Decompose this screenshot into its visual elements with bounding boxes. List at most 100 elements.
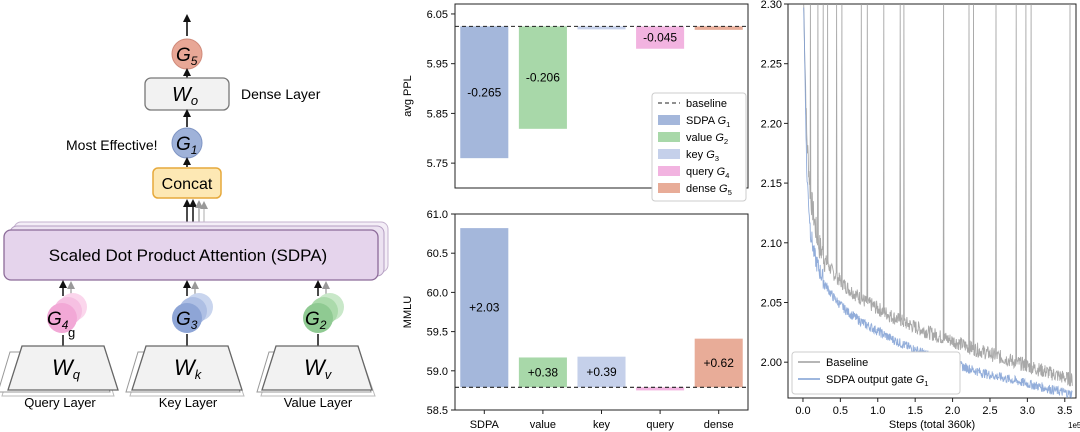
bar <box>636 387 685 391</box>
y-tick-label: 2.25 <box>761 59 782 71</box>
query-branch: G4 g Wq Query Layer <box>0 280 119 410</box>
x-scale-note: 1e5 <box>1068 421 1080 430</box>
y-tick-label: 60.0 <box>427 287 448 299</box>
x-tick-label: 2.0 <box>945 405 960 417</box>
bar <box>518 26 567 129</box>
legend-label: key G3 <box>686 149 719 163</box>
key-layer-label: Key Layer <box>159 395 218 410</box>
legend-swatch <box>658 132 680 142</box>
y-tick-label: 2.00 <box>761 357 782 369</box>
most-effective-label: Most Effective! <box>66 137 158 153</box>
y-tick-label: 61.0 <box>427 209 448 221</box>
x-tick-label: query <box>646 419 674 431</box>
key-branch: G3 Wk Key Layer <box>125 280 245 410</box>
sdpa-box <box>3 229 379 281</box>
wk-trapezoid <box>131 345 243 391</box>
bar <box>694 338 743 388</box>
legend-label: baseline <box>686 98 727 110</box>
wq-trapezoid <box>7 345 119 391</box>
x-tick-label: dense <box>704 419 734 431</box>
y-tick-label: 59.5 <box>427 327 448 339</box>
y-tick-label: 2.05 <box>761 297 782 309</box>
x-tick-label: 2.5 <box>982 405 997 417</box>
x-tick-label: value <box>530 419 556 431</box>
bar <box>518 357 567 388</box>
legend-label: Baseline <box>826 357 868 369</box>
bar-data-label: -0.265 <box>467 85 501 99</box>
gate-g4-label: G4 <box>47 309 69 332</box>
y-tick-label: 60.5 <box>427 248 448 260</box>
gate-g2-label: G2 <box>305 309 327 332</box>
y-tick-label: 2.20 <box>761 118 782 130</box>
bar <box>577 356 626 388</box>
bar-data-label: -0.045 <box>643 31 677 45</box>
y-axis-label: MMLU <box>402 296 414 328</box>
y-tick-label: 2.15 <box>761 178 782 190</box>
query-layer-label: Query Layer <box>24 395 96 410</box>
bar <box>460 26 509 159</box>
gate-g5-label: G5 <box>176 45 198 68</box>
bar-data-label: -0.206 <box>526 71 560 85</box>
x-tick-label: 0.5 <box>833 405 848 417</box>
legend-box <box>791 351 961 395</box>
value-layer-label: Value Layer <box>284 395 353 410</box>
y-tick-label: 58.5 <box>427 405 448 417</box>
x-tick-label: SDPA <box>470 419 500 431</box>
bar-data-label: +2.03 <box>469 301 500 315</box>
plot-frame <box>454 3 749 189</box>
wo-label: Wo <box>172 84 198 108</box>
gate-g3-label: G3 <box>176 309 198 332</box>
wv-trapezoid <box>261 345 373 391</box>
legend-label: SDPA output gate G1 <box>826 374 929 388</box>
sdpa-label: Scaled Dot Product Attention (SDPA) <box>49 246 327 265</box>
legend-swatch <box>658 115 680 125</box>
dense-layer-label: Dense Layer <box>241 86 321 102</box>
wv-label: Wv <box>304 355 333 382</box>
legend-label: dense G5 <box>686 183 732 197</box>
baseline-series-line <box>803 3 1073 387</box>
mmlu-bar-chart: 61.0 60.5 60.0 59.5 59.0 58.5 MMLU +2.03 SDPA +0.… <box>402 209 749 431</box>
ppl-bar-chart: 6.05 5.95 5.85 5.75 avg PPL -0.265 -0.206 -0.04… <box>402 3 749 202</box>
bar-data-label: +0.62 <box>704 356 735 370</box>
bar <box>694 26 743 30</box>
x-tick-label: 3.5 <box>1057 405 1072 417</box>
loss-line-chart: 2.30 2.25 2.20 2.15 2.10 2.05 2.00 0.0 0.5 1.0 1.5… <box>761 0 1080 431</box>
x-tick-label: key <box>593 419 611 431</box>
gate-g3-node <box>172 303 202 333</box>
y-tick-label: 5.95 <box>427 59 448 71</box>
bar-data-label: +0.39 <box>586 365 617 379</box>
gate-g1-label: G1 <box>176 134 197 157</box>
x-tick-label: 3.0 <box>1020 405 1035 417</box>
plot-frame <box>787 3 1077 399</box>
x-tick-label: 0.0 <box>795 405 810 417</box>
concat-box <box>152 167 222 199</box>
wk-label: Wk <box>174 355 203 382</box>
concat-label: Concat <box>162 176 213 193</box>
y-tick-label: 5.85 <box>427 108 448 120</box>
y-tick-label: 2.10 <box>761 238 782 250</box>
x-tick-label: 1.5 <box>908 405 923 417</box>
gate-g2-node <box>303 303 333 333</box>
gate-g4-node <box>47 303 77 333</box>
legend-swatch <box>658 166 680 176</box>
wq-label: Wq <box>52 355 81 382</box>
x-axis-label: Steps (total 360k) <box>889 419 975 431</box>
value-branch: G2 Wv Value Layer <box>256 280 376 410</box>
y-tick-label: 2.30 <box>761 0 782 11</box>
legend-label: value G2 <box>686 132 728 146</box>
y-tick-label: 6.05 <box>427 9 448 21</box>
legend-label: SDPA G1 <box>686 115 730 129</box>
y-tick-label: 5.75 <box>427 158 448 170</box>
bar <box>460 228 509 388</box>
y-tick-label: 59.0 <box>427 366 448 378</box>
bar-data-label: +0.38 <box>528 365 559 379</box>
stray-g-label: g <box>68 325 75 340</box>
gated-attention-diagram: G5 Wo Dense Layer G1 Most Effective! Con… <box>0 14 389 410</box>
legend-swatch <box>658 183 680 193</box>
legend-label: query G4 <box>686 166 730 180</box>
x-tick-label: 1.0 <box>870 405 885 417</box>
legend-swatch <box>658 149 680 159</box>
bar <box>636 26 685 49</box>
y-axis-label: avg PPL <box>402 75 414 117</box>
bar <box>577 26 626 30</box>
